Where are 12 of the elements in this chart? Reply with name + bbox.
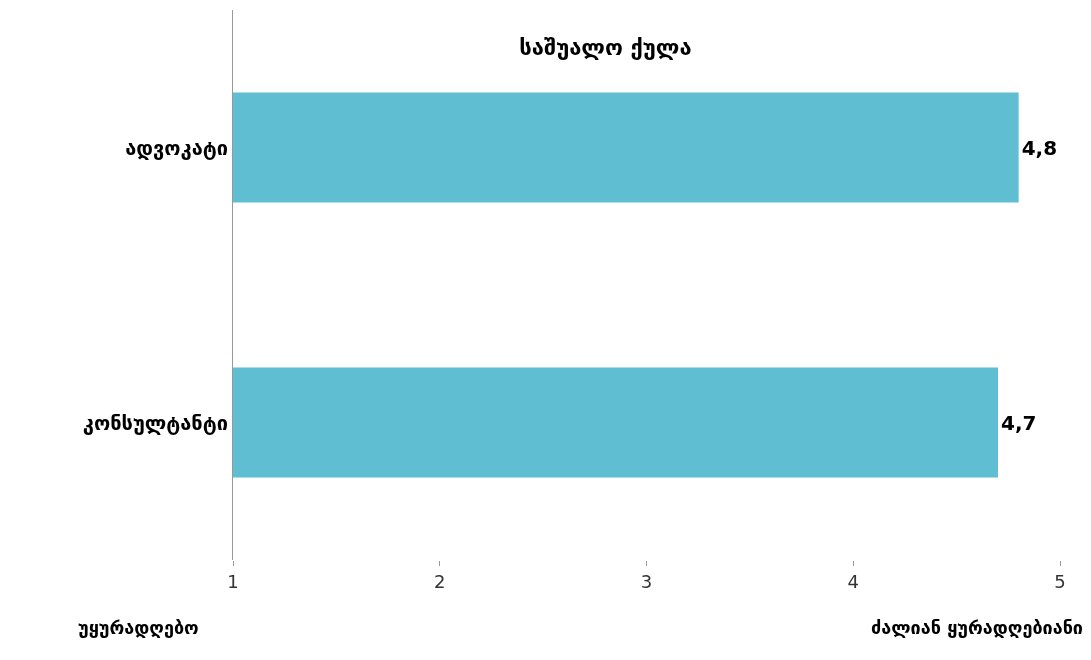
y-tick-label: კონსულტანტი xyxy=(82,410,228,435)
x-tick-label: 3 xyxy=(640,570,653,592)
x-tick-label: 4 xyxy=(847,570,859,592)
x-tick-label: 2 xyxy=(434,570,446,592)
text: ძალიან ყურადღებიანი xyxy=(871,617,1084,638)
data-label: 4,8 xyxy=(1021,135,1058,160)
text: უყურადღებო xyxy=(78,617,199,638)
y-tick-label: ადვოკატი xyxy=(125,135,228,160)
data-label: 4,7 xyxy=(1000,410,1037,435)
x-tick-label: 5 xyxy=(1054,570,1066,592)
text: საშუალო ქულა xyxy=(519,35,692,60)
x-tick-label: 1 xyxy=(227,570,239,592)
